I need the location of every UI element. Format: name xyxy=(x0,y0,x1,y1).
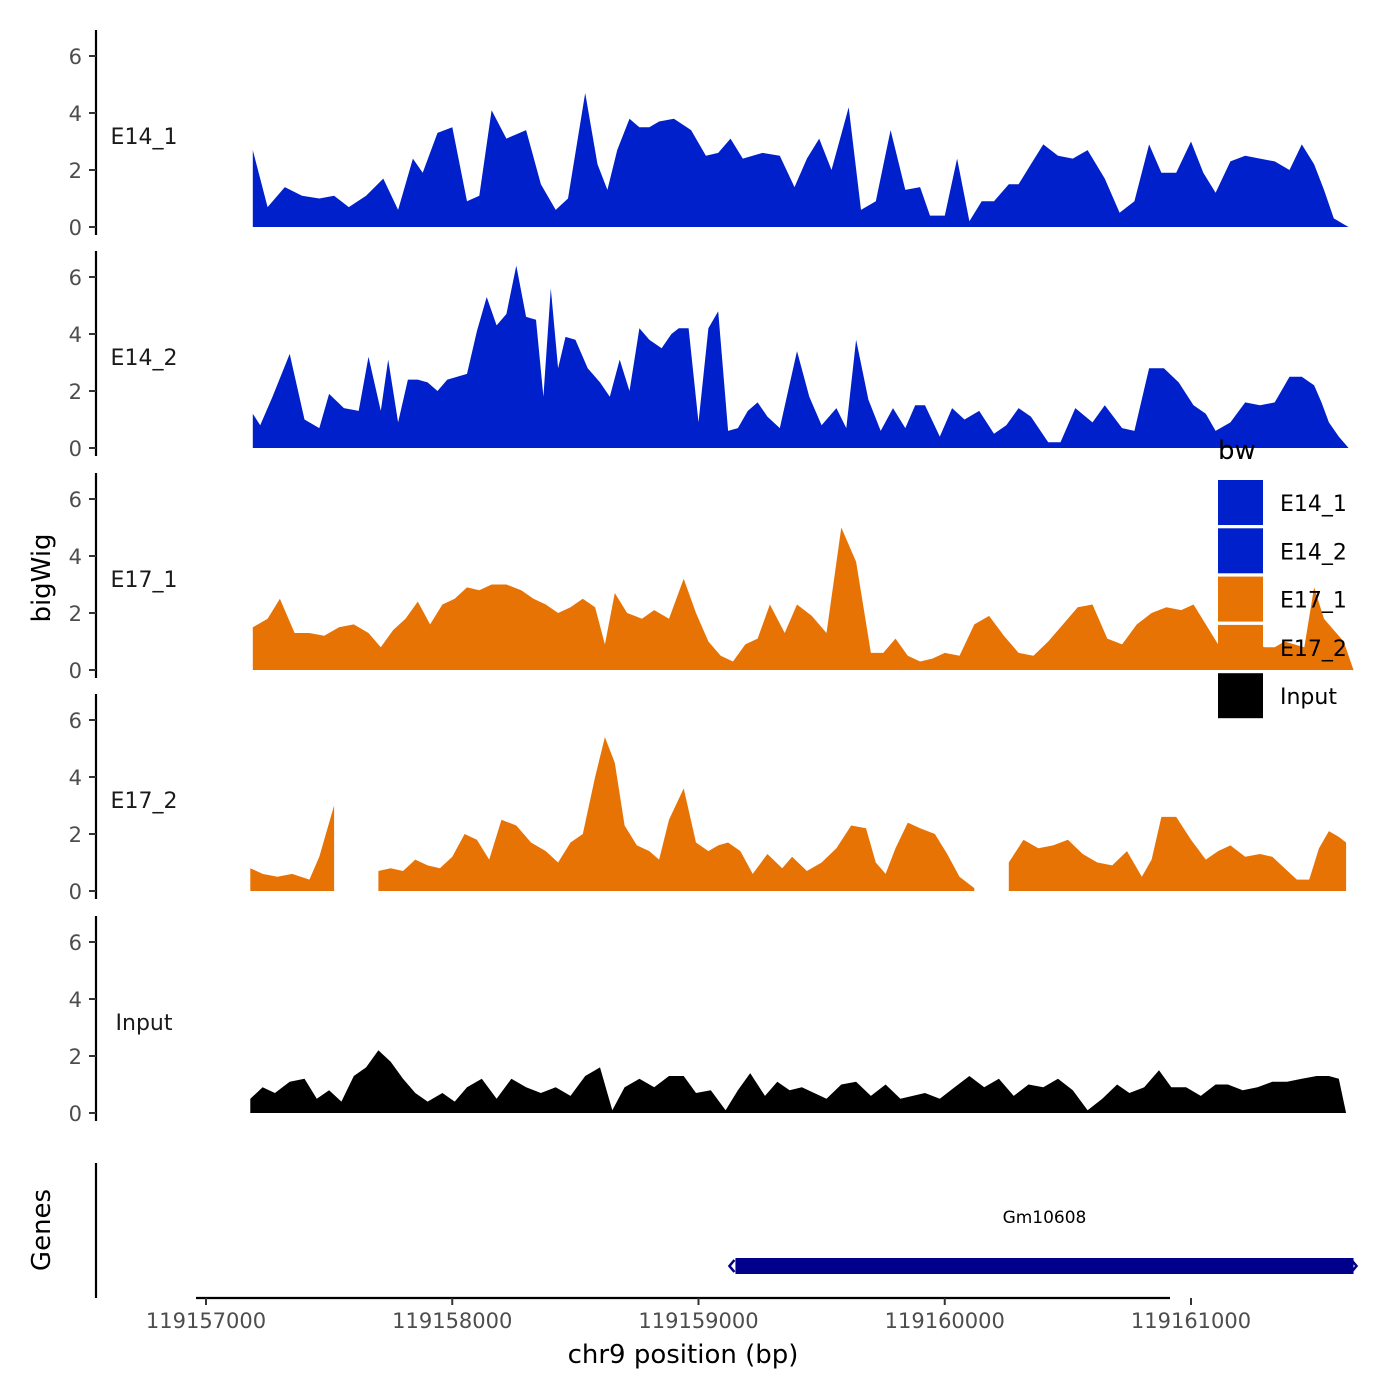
y-tick-label: 4 xyxy=(69,102,82,126)
legend-swatch-E17_2 xyxy=(1218,624,1263,670)
gene-label-Gm10608: Gm10608 xyxy=(1003,1208,1087,1228)
y-tick-label: 4 xyxy=(69,323,82,347)
signal-area-E17_2-part-1 xyxy=(250,805,335,891)
y-tick-label: 2 xyxy=(69,159,82,183)
y-tick-label: 2 xyxy=(69,823,82,847)
y-tick-label: 2 xyxy=(69,1045,82,1069)
legend-swatch-E14_1 xyxy=(1218,480,1263,525)
track-panels: 0 2 4 6 E14_1 0 2 4 6 E14_2 0 2 4 6 E17_1 0 2 4 6 E17_2 0 2 4 6… xyxy=(69,30,1354,1126)
legend-label-E14_2: E14_2 xyxy=(1280,540,1347,565)
x-axis-title: chr9 position (bp) xyxy=(568,1340,799,1370)
legend-title: bw xyxy=(1218,436,1256,466)
y-tick-label: 6 xyxy=(69,45,82,69)
y-tick-label: 0 xyxy=(69,659,82,683)
track-label-E17_1: E17_1 xyxy=(111,568,178,593)
legend-swatch-E17_1 xyxy=(1218,576,1263,622)
track-label-E17_2: E17_2 xyxy=(111,789,178,814)
gene-elements: Gm10608 xyxy=(727,1208,1359,1274)
legend-label-E17_1: E17_1 xyxy=(1280,589,1347,614)
y-tick-label: 6 xyxy=(69,488,82,512)
track-label-E14_2: E14_2 xyxy=(111,346,178,371)
genes-axis-label: Genes xyxy=(27,1189,57,1271)
x-tick-label: 119161000 xyxy=(1131,1309,1251,1333)
panel-E14_2: 0 2 4 6 E14_2 xyxy=(69,251,1349,461)
genes-panel: Genes Gm10608 xyxy=(27,1163,1359,1298)
gene-body-Gm10608 xyxy=(735,1258,1354,1274)
x-tick-label: 119158000 xyxy=(392,1309,512,1333)
y-tick-label: 6 xyxy=(69,931,82,955)
panel-E14_1: 0 2 4 6 E14_1 xyxy=(69,30,1349,240)
signal-area-Input xyxy=(250,1050,1347,1113)
y-tick-label: 4 xyxy=(69,766,82,790)
panel-E17_2: 0 2 4 6 E17_2 xyxy=(69,694,1347,904)
signal-area-E17_1 xyxy=(252,527,1354,670)
x-axis-ticks: 119157000 119158000 119159000 119160000 1191… xyxy=(146,1298,1251,1333)
legend-items: E14_1 E14_2 E17_1 E17_2 Input xyxy=(1218,480,1347,719)
legend-swatch-E14_2 xyxy=(1218,528,1263,574)
signal-area-E17_2-part-2 xyxy=(378,737,975,891)
legend-label-E14_1: E14_1 xyxy=(1280,492,1347,517)
x-axis: 119157000 119158000 119159000 119160000 1191… xyxy=(146,1296,1251,1370)
y-tick-label: 0 xyxy=(69,216,82,240)
x-tick-label: 119157000 xyxy=(146,1309,266,1333)
gene-strand-arrow-icon xyxy=(727,1259,736,1273)
signal-area-E17_2-part-3 xyxy=(1008,816,1347,891)
legend-label-E17_2: E17_2 xyxy=(1280,637,1347,662)
y-tick-label: 4 xyxy=(69,988,82,1012)
track-label-Input: Input xyxy=(116,1011,173,1036)
y-tick-label: 0 xyxy=(69,1102,82,1126)
legend: bw E14_1 E14_2 E17_1 E17_2 Input xyxy=(1218,436,1347,719)
panel-E17_1: 0 2 4 6 E17_1 xyxy=(69,473,1354,683)
y-tick-label: 6 xyxy=(69,709,82,733)
gene-end-marker-icon xyxy=(1350,1259,1359,1273)
y-tick-label: 0 xyxy=(69,880,82,904)
y-tick-label: 6 xyxy=(69,266,82,290)
legend-label-Input: Input xyxy=(1280,685,1337,710)
signal-area-E14_1 xyxy=(252,93,1349,227)
y-tick-label: 0 xyxy=(69,437,82,461)
legend-swatch-Input xyxy=(1218,673,1263,719)
y-axis-title: bigWig xyxy=(27,533,57,622)
track-label-E14_1: E14_1 xyxy=(111,125,178,150)
y-tick-label: 2 xyxy=(69,602,82,626)
x-tick-label: 119159000 xyxy=(638,1309,758,1333)
panel-Input: 0 2 4 6 Input xyxy=(69,916,1347,1126)
x-tick-label: 119160000 xyxy=(885,1309,1005,1333)
y-tick-label: 2 xyxy=(69,380,82,404)
signal-area-E14_2 xyxy=(252,265,1349,448)
y-tick-label: 4 xyxy=(69,545,82,569)
